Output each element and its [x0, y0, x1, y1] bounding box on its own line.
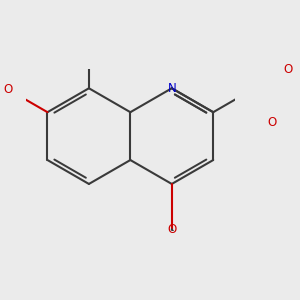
Text: O: O: [283, 63, 292, 76]
Text: O: O: [4, 83, 13, 96]
Text: N: N: [167, 82, 176, 95]
Text: O: O: [267, 116, 276, 129]
Text: O: O: [167, 223, 176, 236]
